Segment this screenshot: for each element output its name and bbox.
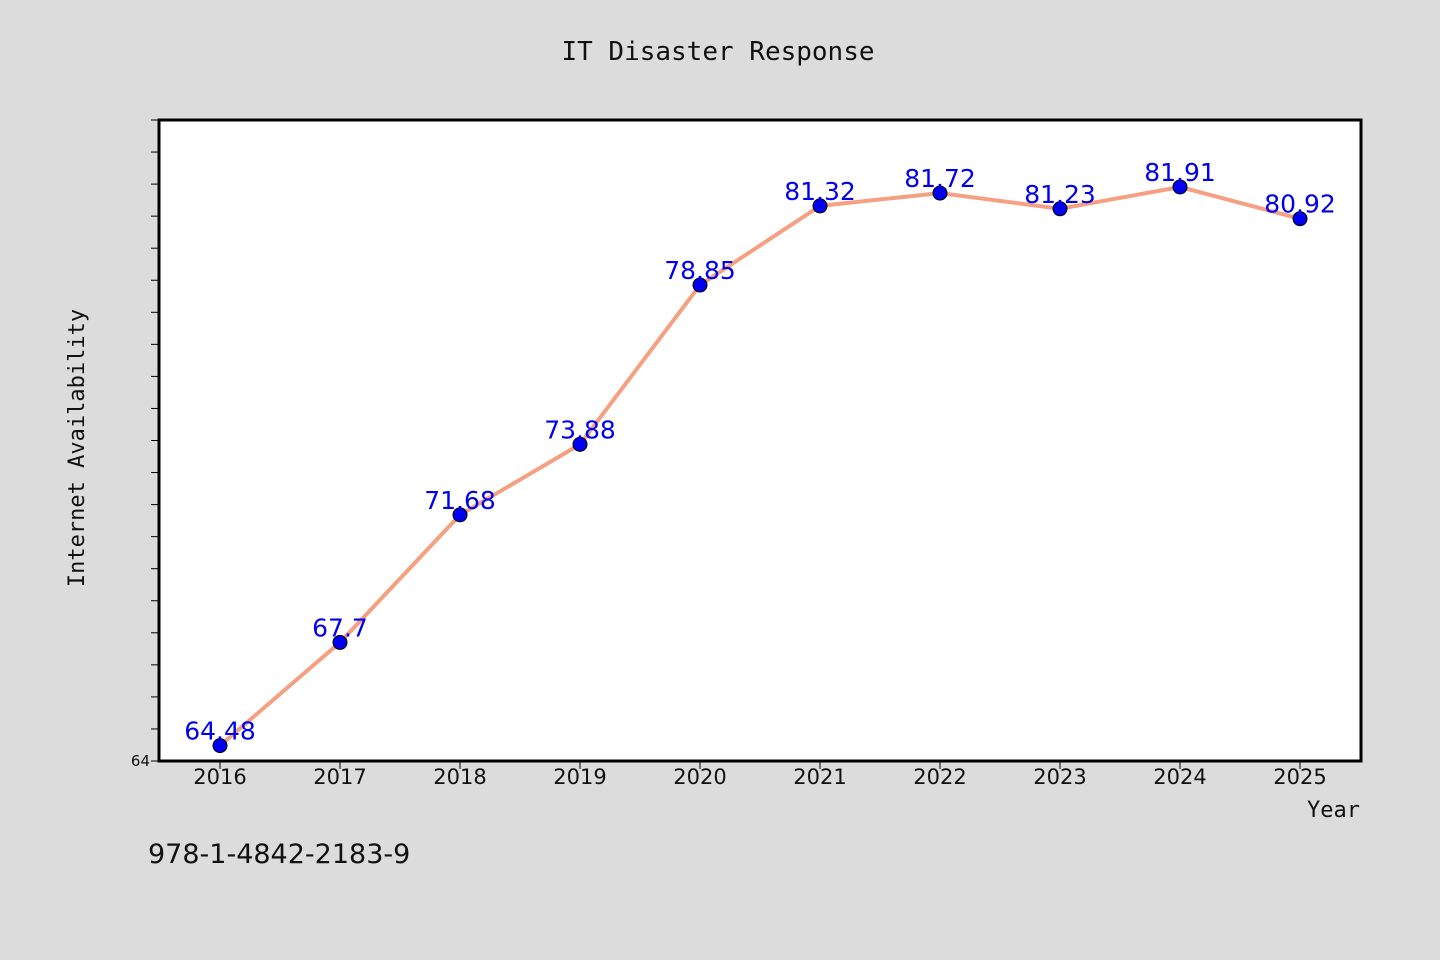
data-label: 81.91 (1144, 158, 1216, 187)
x-tick-label: 2020 (673, 765, 726, 789)
y-axis-label: Internet Availability (65, 309, 90, 587)
data-label: 73.88 (544, 415, 616, 444)
x-tick-label: 2025 (1273, 765, 1326, 789)
y-axis-ticks (151, 119, 159, 762)
series-line (218, 184, 1301, 748)
data-point-marker (1292, 211, 1308, 227)
plot-area (157, 118, 1363, 763)
data-label: 67.7 (312, 613, 368, 642)
data-label: 81.32 (784, 177, 856, 206)
footer-isbn: 978-1-4842-2183-9 (148, 839, 410, 870)
y-tick-label: 64 (131, 752, 150, 770)
data-label: 81.23 (1024, 180, 1096, 209)
x-tick-label: 2023 (1033, 765, 1086, 789)
x-axis-ticks (219, 761, 1301, 769)
data-label: 81.72 (904, 164, 976, 193)
y-axis-tick-labels: 64 (131, 752, 150, 770)
x-axis-label: Year (1307, 798, 1360, 823)
x-tick-label: 2018 (433, 765, 486, 789)
x-tick-label: 2017 (313, 765, 366, 789)
data-label: 80.92 (1264, 190, 1336, 219)
data-point-marker (932, 185, 948, 201)
x-axis-tick-labels: 2016 2017 2018 2019 2020 2021 2022 2023 2024 2025 (193, 765, 1326, 789)
data-point-marker (572, 436, 588, 452)
data-point-marker (332, 634, 348, 650)
x-tick-label: 2022 (913, 765, 966, 789)
data-label: 64.48 (184, 717, 256, 746)
x-tick-label: 2019 (553, 765, 606, 789)
data-labels: 64.48 67.7 71.68 73.88 78.85 81.32 81.72 81.23 8… (184, 158, 1336, 746)
x-tick-label: 2021 (793, 765, 846, 789)
data-point-marker (212, 738, 228, 754)
data-point-marker (452, 507, 468, 523)
data-point-marker (812, 198, 828, 214)
x-tick-label: 2016 (193, 765, 246, 789)
data-point-marker (1172, 179, 1188, 195)
data-point-marker (692, 277, 708, 293)
series-markers (212, 179, 1308, 754)
chart-title: IT Disaster Response (561, 37, 874, 67)
data-point-marker (1052, 201, 1068, 217)
data-label: 71.68 (424, 486, 496, 515)
x-tick-label: 2024 (1153, 765, 1206, 789)
data-label: 78.85 (664, 256, 736, 285)
